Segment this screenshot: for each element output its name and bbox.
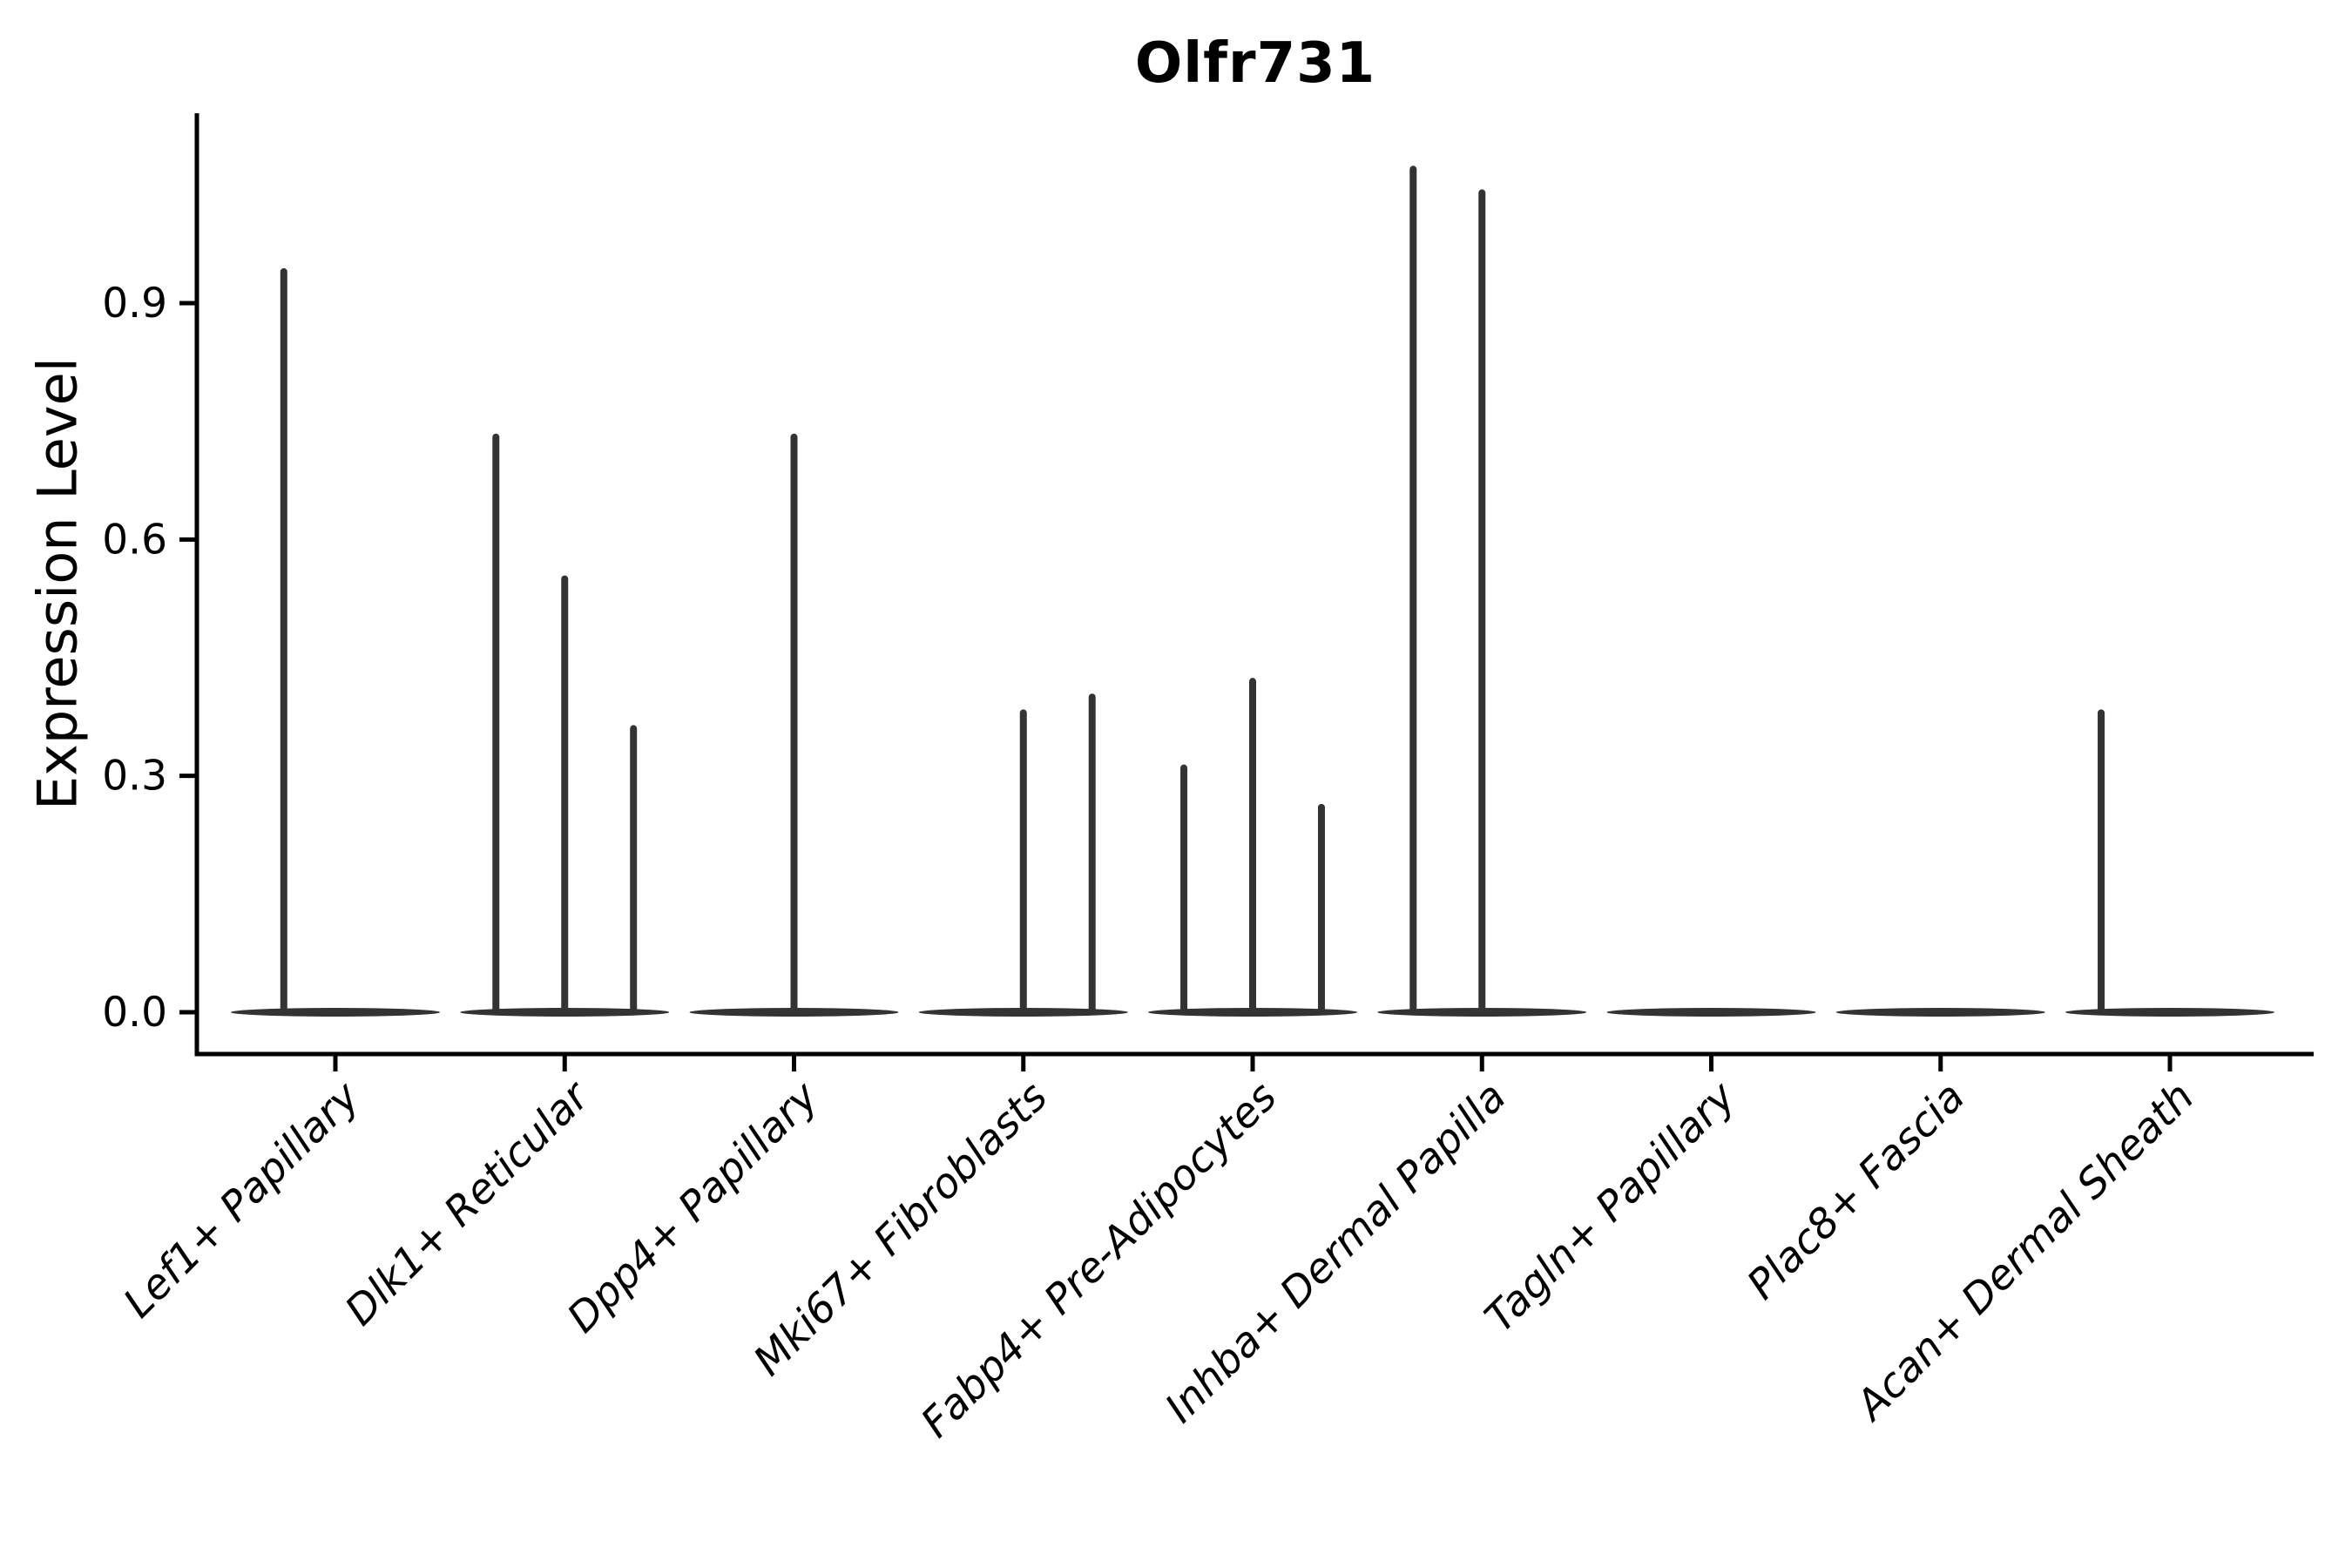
y-tick-label: 0.9 xyxy=(102,280,167,328)
x-tick-label: Dpp4+ Papillary xyxy=(558,1072,828,1342)
violin-baseline xyxy=(1606,1008,1816,1017)
x-tick-label: Tagln+ Papillary xyxy=(1476,1072,1746,1342)
violin-baseline xyxy=(2065,1008,2274,1017)
y-tick-label: 0.3 xyxy=(102,753,167,801)
x-tick-label: Dlk1+ Reticular xyxy=(336,1071,600,1335)
chart-title: Olfr731 xyxy=(1134,31,1376,96)
violin-baseline xyxy=(1835,1008,2045,1017)
violin-baseline xyxy=(231,1008,440,1017)
x-tick-label: Plac8+ Fascia xyxy=(1738,1073,1974,1309)
y-tick-label: 0.0 xyxy=(102,989,167,1037)
x-tick-label: Lef1+ Papillary xyxy=(114,1072,369,1328)
y-tick-label: 0.6 xyxy=(102,516,167,564)
